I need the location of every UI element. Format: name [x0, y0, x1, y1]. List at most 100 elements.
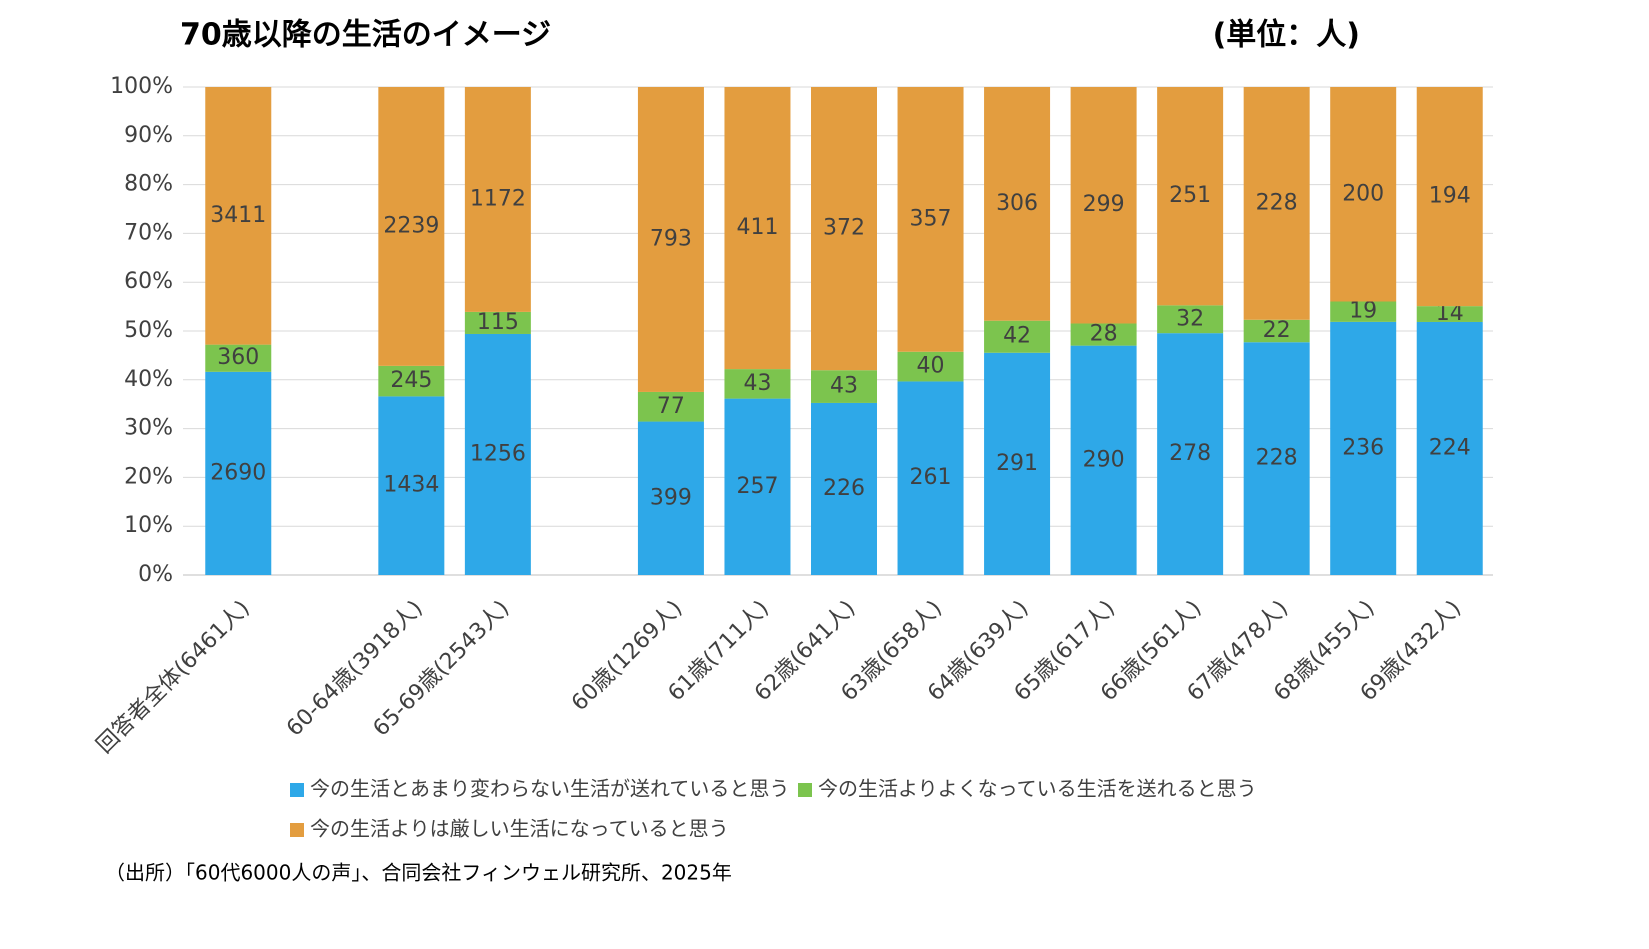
legend-swatch: [290, 783, 304, 797]
data-label: 43: [830, 374, 858, 399]
legend-label: 今の生活とあまり変わらない生活が送れていると思う: [310, 777, 789, 801]
x-tick-label: 60歳(1269人): [567, 596, 687, 716]
data-label: 372: [823, 216, 865, 241]
data-label: 200: [1342, 181, 1384, 206]
y-tick-label: 50%: [124, 318, 173, 343]
bar-segment: [464, 311, 531, 334]
data-label: 261: [910, 465, 952, 490]
data-label: 1256: [470, 441, 526, 466]
bar-segment: [1330, 321, 1397, 575]
data-label: 2690: [210, 460, 266, 485]
data-label: 77: [657, 394, 685, 419]
bar-segment: [1070, 323, 1137, 346]
bar-segment: [984, 352, 1051, 575]
bar-segment: [1416, 87, 1483, 307]
bar-segment: [378, 87, 445, 366]
data-label: 236: [1342, 435, 1384, 460]
data-label: 194: [1429, 184, 1471, 209]
data-label: 42: [1003, 324, 1031, 349]
bar-segment: [378, 365, 445, 397]
data-label: 360: [217, 345, 259, 370]
legend-label: 今の生活よりは厳しい生活になっていると思う: [310, 817, 729, 841]
bar-segment: [724, 398, 791, 575]
data-label: 245: [390, 368, 432, 393]
data-label: 19: [1349, 299, 1377, 324]
data-label: 357: [910, 206, 952, 231]
y-tick-label: 60%: [124, 269, 173, 294]
y-tick-label: 80%: [124, 172, 173, 197]
bar-segment: [811, 87, 877, 371]
bar-segment: [897, 351, 964, 382]
bar-segment: [724, 87, 791, 370]
data-label: 40: [917, 354, 945, 379]
data-label: 251: [1169, 183, 1211, 208]
bar-segment: [724, 369, 791, 399]
y-tick-label: 10%: [124, 513, 173, 538]
source: （出所）「60代6000人の声」、合同会社フィンウェル研究所、2025年: [105, 861, 732, 885]
data-label: 226: [823, 476, 865, 501]
bar-segment: [1330, 301, 1397, 322]
data-label: 228: [1256, 190, 1298, 215]
data-label: 290: [1083, 447, 1125, 472]
data-label: 278: [1169, 441, 1211, 466]
bar-segment: [1243, 319, 1310, 343]
data-label: 257: [736, 474, 778, 499]
data-label: 411: [736, 215, 778, 240]
data-label: 1172: [470, 186, 526, 211]
y-tick-label: 20%: [124, 464, 173, 489]
y-tick-label: 40%: [124, 367, 173, 392]
bar-segment: [464, 333, 531, 575]
data-label: 399: [650, 485, 692, 510]
y-tick-label: 100%: [110, 74, 173, 99]
data-label: 115: [477, 310, 519, 335]
bar-segment: [811, 370, 877, 403]
bar-segment: [378, 396, 445, 575]
bar-segment: [1070, 87, 1137, 324]
bar-segment: [1157, 87, 1224, 306]
bar-segment: [637, 87, 704, 392]
bar-segment: [637, 391, 704, 422]
data-label: 43: [743, 371, 771, 396]
bar-segment: [1243, 87, 1310, 320]
data-label: 28: [1090, 322, 1118, 347]
unit-label: (単位：人): [1213, 18, 1360, 53]
bar-segment: [1416, 306, 1483, 322]
bar-segment: [1243, 342, 1310, 575]
bar-segment: [897, 381, 964, 575]
chart-title: 70歳以降の生活のイメージ: [180, 18, 551, 53]
bar-segment: [1157, 305, 1224, 334]
bar-segment: [1416, 321, 1483, 575]
data-label: 22: [1263, 318, 1291, 343]
legend-swatch: [290, 823, 304, 837]
bar-segment: [205, 87, 272, 345]
bar-segment: [205, 371, 272, 575]
data-label: 793: [650, 226, 692, 251]
bar-segment: [811, 402, 877, 575]
data-label: 291: [996, 451, 1038, 476]
bar-segment: [984, 87, 1051, 321]
legend-label: 今の生活よりよくなっている生活を送れると思う: [818, 777, 1257, 801]
bar-segment: [1157, 333, 1224, 575]
bar-segment: [637, 421, 704, 575]
bar-segment: [205, 344, 272, 372]
y-tick-label: 0%: [138, 562, 173, 587]
bar-segment: [984, 320, 1051, 353]
y-tick-label: 30%: [124, 416, 173, 441]
data-label: 224: [1429, 435, 1471, 460]
data-label: 1434: [383, 473, 439, 498]
data-label: 32: [1176, 306, 1204, 331]
y-tick-label: 90%: [124, 123, 173, 148]
data-label: 306: [996, 191, 1038, 216]
data-label: 2239: [383, 213, 439, 238]
legend-swatch: [798, 783, 812, 797]
bar-segment: [897, 87, 964, 352]
bar-segment: [1070, 345, 1137, 575]
bar-segment: [1330, 87, 1397, 302]
bar-segment: [464, 87, 531, 312]
x-tick-label: 回答者全体(6461人): [92, 596, 255, 759]
data-label: 299: [1083, 192, 1125, 217]
y-tick-label: 70%: [124, 220, 173, 245]
data-label: 228: [1256, 446, 1298, 471]
data-label: 3411: [210, 203, 266, 228]
